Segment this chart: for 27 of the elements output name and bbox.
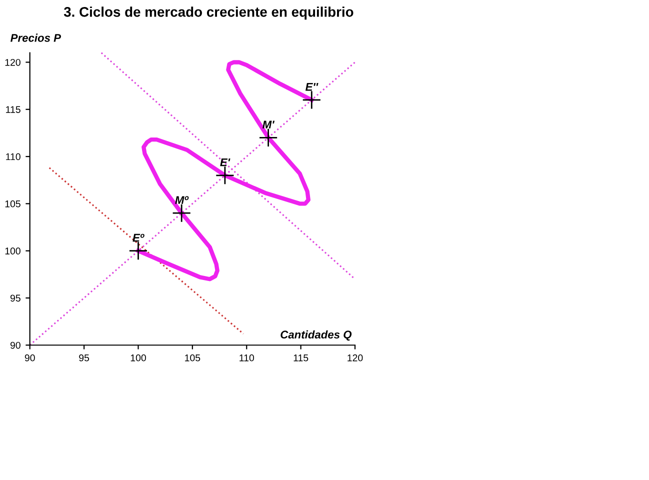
- x-tick-label: 95: [79, 354, 90, 362]
- x-tick-label: 90: [24, 354, 35, 362]
- y-tick-label: 90: [10, 342, 20, 349]
- point: [128, 241, 148, 260]
- y-axis-title: Precios P: [10, 34, 62, 42]
- annotation: Eº: [132, 234, 144, 242]
- x-axis-title: Cantidades Q: [280, 330, 352, 341]
- x-tick-label: 105: [185, 354, 200, 362]
- chart-title: 3. Ciclos de mercado creciente en equilibrio: [64, 6, 354, 20]
- annotation: Mº: [175, 196, 189, 204]
- x-tick-label: 120: [348, 354, 363, 362]
- y-tick-label: 110: [6, 153, 20, 160]
- annotation: E': [220, 158, 230, 166]
- x-tick-label: 110: [240, 354, 254, 362]
- y-tick-label: 100: [5, 248, 20, 254]
- point: [172, 204, 192, 223]
- y-tick-label: 95: [10, 294, 20, 302]
- y-tick-label: 115: [6, 106, 20, 113]
- point: [302, 90, 322, 110]
- y-tick-label: 120: [5, 58, 20, 66]
- y-tick-label: 105: [5, 200, 20, 208]
- point: [258, 128, 278, 148]
- annotation: M': [262, 120, 275, 128]
- annotation: E'': [306, 83, 318, 91]
- x-tick-label: 115: [294, 354, 308, 362]
- point: [215, 166, 234, 185]
- x-tick-label: 100: [130, 354, 146, 362]
